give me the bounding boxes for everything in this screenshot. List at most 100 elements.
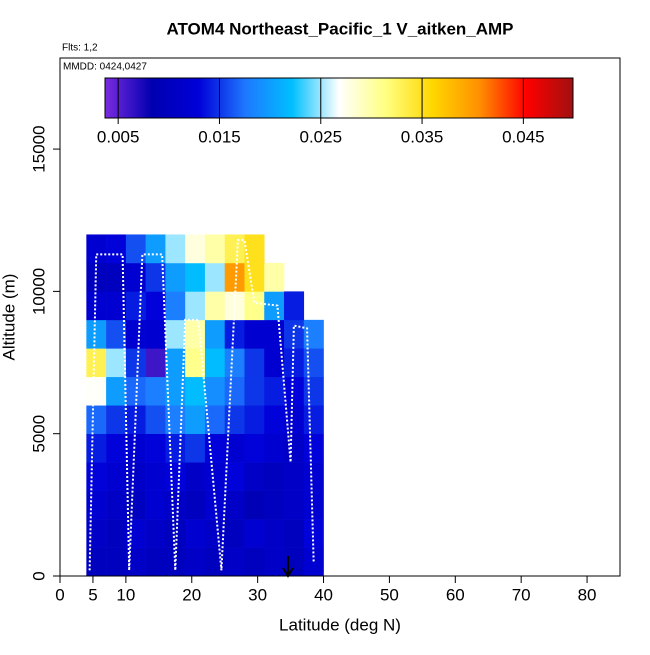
heat-cell bbox=[303, 462, 324, 491]
heat-cell bbox=[264, 490, 285, 520]
heat-cell bbox=[224, 433, 245, 463]
heat-cell bbox=[165, 234, 186, 264]
heat-cell bbox=[185, 348, 206, 378]
heat-cell bbox=[224, 490, 245, 520]
heat-cell bbox=[185, 376, 206, 406]
heat-cell bbox=[185, 519, 206, 548]
y-tick-label: 0 bbox=[29, 571, 48, 580]
heat-cell bbox=[86, 319, 107, 349]
heat-cell bbox=[106, 519, 127, 548]
heat-cell bbox=[165, 519, 186, 548]
heat-cell bbox=[106, 490, 127, 520]
colorbar bbox=[104, 77, 574, 119]
heat-cell bbox=[145, 519, 166, 548]
heat-cell bbox=[303, 547, 324, 577]
x-axis-label: Latitude (deg N) bbox=[279, 615, 401, 634]
heat-cell bbox=[264, 433, 285, 463]
heat-cell bbox=[106, 319, 127, 349]
flight-track bbox=[88, 239, 315, 571]
heat-cell bbox=[145, 405, 166, 434]
heat-cell bbox=[185, 547, 206, 577]
heat-cell bbox=[204, 319, 226, 349]
heat-cell bbox=[244, 490, 265, 520]
heat-cell bbox=[264, 262, 285, 292]
heat-cell bbox=[185, 462, 206, 491]
heat-cell bbox=[86, 462, 107, 491]
heat-cell bbox=[165, 433, 186, 463]
heat-cell bbox=[145, 348, 166, 378]
x-tick-label: 5 bbox=[88, 585, 97, 604]
x-tick-label: 30 bbox=[248, 585, 267, 604]
annotation: MMDD: 0424,0427 bbox=[63, 62, 147, 73]
heat-cell bbox=[145, 433, 166, 463]
heat-cell bbox=[204, 433, 226, 463]
heat-cell bbox=[284, 462, 305, 491]
heat-cell bbox=[224, 405, 245, 434]
x-tick-label: 40 bbox=[314, 585, 333, 604]
heat-cell bbox=[224, 547, 245, 577]
heat-cell bbox=[106, 376, 127, 406]
heat-cell bbox=[224, 262, 245, 292]
heat-cell bbox=[125, 262, 146, 292]
heat-cell bbox=[224, 462, 245, 491]
heat-cell bbox=[125, 291, 146, 321]
heat-cell bbox=[125, 547, 146, 577]
heat-cell bbox=[224, 291, 245, 321]
heat-cell bbox=[86, 234, 107, 264]
heat-cell bbox=[204, 291, 226, 321]
heat-cell bbox=[204, 234, 226, 264]
heat-cell bbox=[264, 547, 285, 577]
heat-cell bbox=[185, 262, 206, 292]
arrow bbox=[282, 556, 294, 578]
heat-cell bbox=[204, 262, 226, 292]
heat-cell bbox=[264, 348, 285, 378]
heat-cell bbox=[165, 291, 186, 321]
x-tick-label: 20 bbox=[182, 585, 201, 604]
y-tick-label: 15000 bbox=[29, 125, 48, 172]
heat-cell bbox=[86, 433, 107, 463]
y-tick-label: 5000 bbox=[29, 415, 48, 453]
heat-cell bbox=[244, 376, 265, 406]
heat-cell bbox=[204, 405, 226, 434]
heat-cell bbox=[86, 291, 107, 321]
heat-cell bbox=[106, 291, 127, 321]
heat-cell bbox=[264, 462, 285, 491]
heat-cell bbox=[284, 405, 305, 434]
heat-cell bbox=[145, 319, 166, 349]
heat-cell bbox=[165, 348, 186, 378]
heat-cell bbox=[165, 262, 186, 292]
heat-cell bbox=[125, 234, 146, 264]
y-axis-label: Altitude (m) bbox=[0, 274, 18, 361]
colorbar-tick-label: 0.005 bbox=[97, 127, 140, 146]
x-tick-label: 0 bbox=[55, 585, 64, 604]
y-tick-label: 10000 bbox=[29, 268, 48, 315]
heat-cell bbox=[165, 490, 186, 520]
annotation: Flts: 1,2 bbox=[62, 43, 98, 54]
heat-cell bbox=[204, 519, 226, 548]
x-tick-label: 80 bbox=[578, 585, 597, 604]
heat-cell bbox=[224, 319, 245, 349]
heat-cell bbox=[244, 519, 265, 548]
chart-title: ATOM4 Northeast_Pacific_1 V_aitken_AMP bbox=[166, 19, 513, 38]
heat-cell bbox=[165, 376, 186, 406]
heat-cell bbox=[106, 462, 127, 491]
heat-cell bbox=[106, 433, 127, 463]
heat-cell bbox=[106, 262, 127, 292]
heat-cell bbox=[264, 519, 285, 548]
heat-cell bbox=[284, 490, 305, 520]
heat-cell bbox=[224, 376, 245, 406]
heat-cell bbox=[86, 348, 107, 378]
heat-cell bbox=[165, 319, 186, 349]
heat-cell bbox=[125, 462, 146, 491]
heat-cell bbox=[145, 234, 166, 264]
heat-cell bbox=[244, 234, 265, 264]
x-tick-label: 50 bbox=[380, 585, 399, 604]
heat-cell bbox=[303, 405, 324, 434]
heat-cell bbox=[125, 348, 146, 378]
heat-cell bbox=[86, 376, 107, 406]
heat-cell bbox=[145, 490, 166, 520]
heat-cell bbox=[284, 433, 305, 463]
x-tick-label: 60 bbox=[446, 585, 465, 604]
